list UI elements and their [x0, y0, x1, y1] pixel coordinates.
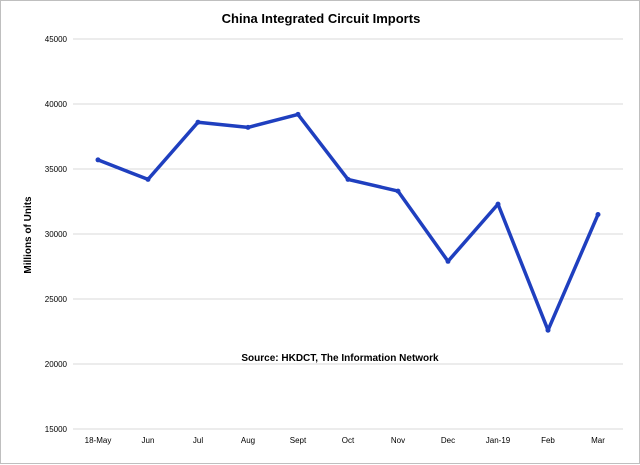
source-annotation: Source: HKDCT, The Information Network: [241, 353, 439, 364]
y-tick-label: 25000: [45, 295, 68, 304]
x-tick-label: Aug: [241, 436, 255, 445]
data-point: [96, 157, 101, 162]
y-tick-label: 45000: [45, 35, 68, 44]
y-tick-labels: 15000 20000 25000 30000 35000 40000 45000: [45, 35, 68, 434]
y-tick-label: 40000: [45, 100, 68, 109]
data-point: [446, 259, 451, 264]
x-tick-label: Mar: [591, 436, 605, 445]
x-tick-label: Sept: [290, 436, 307, 445]
data-point: [146, 177, 151, 182]
y-axis-label: Millions of Units: [23, 196, 34, 274]
data-point: [196, 120, 201, 125]
data-point: [546, 328, 551, 333]
data-point: [496, 202, 501, 207]
x-tick-label: Oct: [342, 436, 355, 445]
chart-title: China Integrated Circuit Imports: [222, 11, 421, 26]
y-tick-label: 20000: [45, 360, 68, 369]
y-tick-label: 30000: [45, 230, 68, 239]
x-tick-label: Dec: [441, 436, 455, 445]
x-tick-label: Jul: [193, 436, 203, 445]
y-tick-label: 35000: [45, 165, 68, 174]
x-tick-labels: 18-May Jun Jul Aug Sept Oct Nov Dec Jan-19 Feb Mar: [85, 436, 606, 445]
x-tick-label: Jun: [142, 436, 155, 445]
x-tick-label: Jan-19: [486, 436, 511, 445]
data-point: [346, 177, 351, 182]
y-tick-label: 15000: [45, 425, 68, 434]
gridlines: [73, 39, 623, 429]
data-point: [596, 212, 601, 217]
x-tick-label: 18-May: [85, 436, 112, 445]
data-point: [396, 189, 401, 194]
data-point: [296, 112, 301, 117]
data-point: [246, 125, 251, 130]
series-layer: [96, 112, 601, 333]
series-line: [98, 114, 598, 330]
x-tick-label: Feb: [541, 436, 555, 445]
x-tick-label: Nov: [391, 436, 405, 445]
